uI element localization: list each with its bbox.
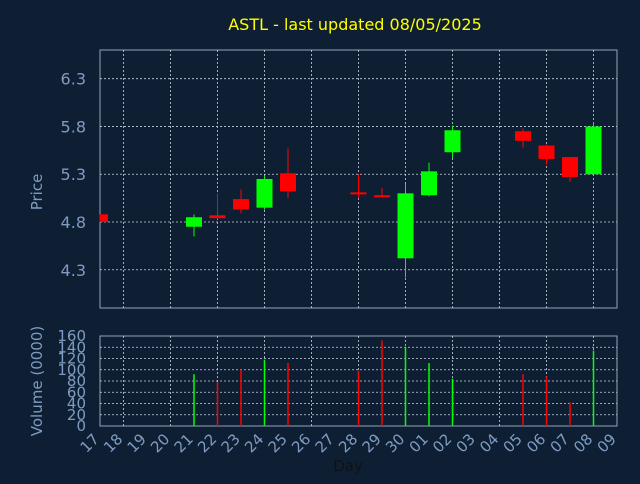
candle-body [209, 215, 226, 219]
price-tick-labels: 6.3 5.8 5.3 4.8 4.3 [61, 70, 86, 280]
x-tick-label: 24 [241, 430, 267, 456]
x-tick-label: 22 [194, 430, 220, 456]
volume-bar [451, 378, 454, 426]
volume-tick-label: 120 [57, 350, 86, 368]
price-tick-label: 4.3 [61, 261, 86, 280]
x-tick-label: 06 [523, 430, 549, 456]
candle-body [374, 195, 390, 198]
x-tick-label: 21 [171, 430, 197, 456]
x-tick-label: 01 [406, 430, 432, 456]
candle-body [280, 173, 296, 192]
volume-bar [428, 363, 430, 426]
x-tick-label: 27 [312, 430, 338, 456]
x-tick-label: 02 [429, 430, 455, 456]
x-tick-label: 03 [453, 430, 479, 456]
volume-tick-label: 20 [67, 406, 86, 424]
volume-bars [193, 340, 595, 426]
volume-bar [216, 382, 219, 426]
candle-body [538, 145, 555, 159]
volume-bar [569, 402, 571, 426]
price-tick-label: 6.3 [61, 70, 86, 89]
x-tick-label: 07 [547, 430, 573, 456]
volume-tick-label: 160 [57, 327, 86, 345]
grid-lines [100, 50, 617, 426]
x-tick-label: 18 [100, 430, 126, 456]
volume-bar [287, 363, 289, 426]
volume-bar [357, 370, 360, 426]
volume-bar [240, 369, 242, 426]
candlesticks [99, 122, 602, 278]
volume-tick-label: 80 [67, 372, 86, 390]
candle-body [515, 131, 531, 141]
x-tick-label: 05 [500, 430, 526, 456]
x-tick-label: 25 [265, 430, 291, 456]
volume-tick-label: 100 [57, 361, 86, 379]
x-tick-label: 09 [594, 430, 620, 456]
volume-bar [522, 374, 524, 426]
candle-body [350, 192, 367, 195]
x-tick-label: 29 [359, 430, 385, 456]
candle-body [233, 199, 249, 210]
price-tick-label: 4.8 [61, 213, 86, 232]
x-tick-label: 28 [335, 430, 361, 456]
volume-tick-label: 140 [57, 338, 86, 356]
x-tick-label: 19 [124, 430, 150, 456]
volume-bar [193, 374, 195, 426]
volume-tick-label: 0 [76, 417, 86, 435]
x-tick-label: 26 [288, 430, 314, 456]
candle-body [444, 130, 461, 153]
x-tick-label: 30 [382, 430, 408, 456]
candle-body [397, 193, 414, 259]
x-tick-label: 08 [570, 430, 596, 456]
x-tick-label: 04 [476, 430, 502, 456]
volume-bar [404, 347, 407, 426]
candle-body [256, 179, 273, 208]
volume-axis-label: Volume (0000) [28, 326, 46, 436]
candle-body [585, 126, 602, 175]
price-axis-label: Price [28, 174, 46, 211]
x-tick-labels: 1718192021222324252627282930010203040506… [77, 430, 620, 456]
x-tick-label: 23 [218, 430, 244, 456]
price-tick-label: 5.3 [61, 165, 86, 184]
x-tick-label: 20 [147, 430, 173, 456]
volume-bar [545, 376, 548, 426]
x-axis-label: Day [333, 457, 363, 475]
candle-body [100, 214, 108, 222]
volume-tick-label: 40 [67, 395, 86, 413]
volume-tick-label: 60 [67, 383, 86, 401]
volume-bar [381, 340, 383, 426]
volume-bar [592, 350, 595, 426]
chart-title: ASTL - last updated 08/05/2025 [228, 15, 482, 34]
candle-body [186, 217, 202, 227]
price-tick-label: 5.8 [61, 117, 86, 136]
volume-bar [263, 359, 266, 426]
candle-body [421, 171, 437, 196]
candle-body [562, 157, 578, 178]
